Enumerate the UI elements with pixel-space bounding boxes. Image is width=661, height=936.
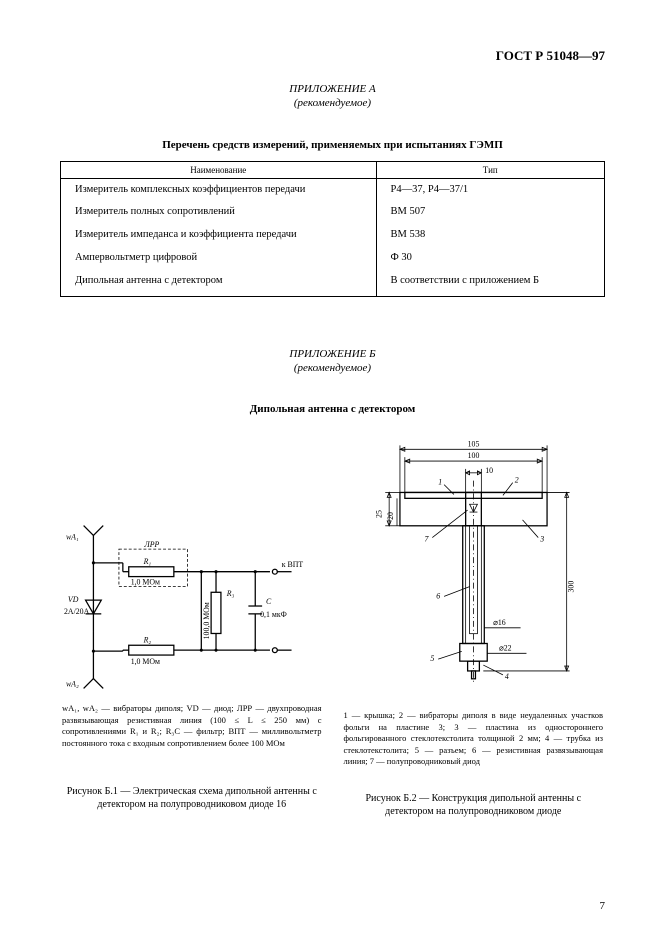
table-row: Дипольная антенна с детекторомВ соответс… [61,270,605,296]
svg-text:ЛРР: ЛРР [144,540,160,549]
svg-text:10: 10 [485,466,493,475]
equipment-table: Наименование Тип Измеритель комплексных … [60,161,605,297]
figure-b1-svg: wA₁ wA₂ VD 2А/20А ЛРР R₁ 1,0 МОм [60,517,324,697]
table-row: Измеритель импеданса и коэффициента пере… [61,224,605,247]
svg-text:R₃: R₃ [226,589,235,598]
table-row: Измеритель полных сопротивленийВМ 507 [61,201,605,224]
page-number: 7 [600,900,606,912]
appendix-b-note: (рекомендуемое) [294,362,371,374]
figure-b2-column: 105 100 10 [342,429,606,818]
svg-text:6: 6 [436,592,440,601]
svg-text:R₁: R₁ [143,557,152,566]
svg-text:105: 105 [467,440,479,449]
svg-text:R₂: R₂ [143,635,152,644]
svg-text:5: 5 [430,654,434,663]
document-id: ГОСТ Р 51048—97 [60,48,605,64]
th-name: Наименование [61,161,377,178]
table-a-title: Перечень средств измерений, применяемых … [60,139,605,151]
svg-text:1: 1 [438,478,442,487]
svg-text:к ВПТ: к ВПТ [282,560,304,569]
appendix-b-header: ПРИЛОЖЕНИЕ Б (рекомендуемое) [60,347,605,376]
table-row: Ампервольтметр цифровойФ 30 [61,247,605,270]
svg-text:wA₁: wA₁ [66,532,79,541]
appendix-a-note: (рекомендуемое) [294,97,371,109]
svg-text:25: 25 [374,510,383,518]
svg-text:20: 20 [386,512,395,520]
svg-text:2А/20А: 2А/20А [64,607,90,616]
th-type: Тип [376,161,604,178]
svg-text:wA₂: wA₂ [66,680,79,689]
svg-text:7: 7 [424,535,429,544]
appendix-a-title: ПРИЛОЖЕНИЕ А [289,83,375,95]
svg-text:1,0 МОм: 1,0 МОм [131,657,160,666]
appendix-b-subtitle: Дипольная антенна с детектором [60,403,605,415]
figures-row: wA₁ wA₂ VD 2А/20А ЛРР R₁ 1,0 МОм [60,429,605,818]
page: ГОСТ Р 51048—97 ПРИЛОЖЕНИЕ А (рекомендуе… [0,0,661,936]
figure-b2-legend: 1 — крышка; 2 — вибраторы диполя в виде … [342,710,606,780]
appendix-b-title: ПРИЛОЖЕНИЕ Б [289,348,375,360]
svg-text:100,0 МОм: 100,0 МОм [202,602,211,639]
svg-text:100: 100 [467,451,479,460]
svg-text:300: 300 [566,581,575,593]
figure-b2-svg: 105 100 10 [342,429,606,704]
svg-text:3: 3 [539,535,544,544]
svg-text:⌀16: ⌀16 [493,618,506,627]
table-row: Измеритель комплексных коэффициентов пер… [61,178,605,201]
svg-text:⌀22: ⌀22 [499,644,512,653]
svg-text:2: 2 [514,476,518,485]
appendix-a-header: ПРИЛОЖЕНИЕ А (рекомендуемое) [60,82,605,111]
svg-text:1,0 МОм: 1,0 МОм [131,578,160,587]
svg-text:VD: VD [68,595,79,604]
figure-b1-legend: wA₁, wA₂ — вибраторы диполя; VD — диод; … [60,703,324,773]
figure-b1-caption: Рисунок Б.1 — Электрическая схема диполь… [60,785,324,811]
svg-text:C: C [266,597,272,606]
svg-text:4: 4 [505,672,509,681]
svg-text:0,1 мкФ: 0,1 мкФ [260,610,287,619]
figure-b2-caption: Рисунок Б.2 — Конструкция дипольной анте… [342,792,606,818]
figure-b1-column: wA₁ wA₂ VD 2А/20А ЛРР R₁ 1,0 МОм [60,429,324,818]
